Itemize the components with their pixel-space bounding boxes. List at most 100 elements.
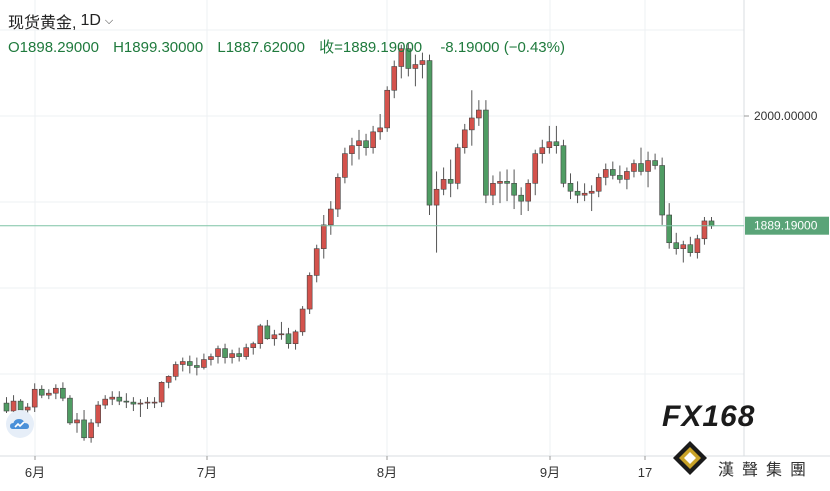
logo-subtitle: 漢聲集團 [718, 462, 815, 479]
candle-body [137, 402, 144, 405]
candle [194, 357, 200, 376]
symbol-name: 现货黄金, [8, 15, 77, 32]
candle-body [567, 183, 574, 192]
candle [447, 159, 454, 198]
candle-body [60, 387, 66, 399]
candle-body [433, 188, 440, 206]
candle [356, 129, 362, 160]
candle [208, 353, 214, 366]
candle-body [24, 406, 31, 411]
candle [525, 179, 532, 212]
candle [137, 399, 144, 417]
candle [560, 139, 567, 188]
candle [483, 100, 489, 204]
candle [581, 183, 588, 202]
candle [88, 418, 94, 443]
candle-body [680, 244, 687, 249]
candle [109, 391, 116, 406]
candle [271, 329, 278, 346]
candle [405, 42, 412, 77]
candle [123, 393, 130, 409]
candle-body [236, 353, 242, 357]
chevron-down-icon[interactable]: ⌵ [104, 14, 114, 27]
candle [165, 375, 172, 389]
candle-body [440, 179, 447, 190]
candle-body [363, 140, 369, 148]
candle-body [179, 361, 186, 365]
candle [95, 401, 101, 427]
candle-body [201, 359, 207, 368]
candle [257, 323, 264, 349]
x-tick-label: 17 [638, 465, 652, 480]
candle-body [17, 400, 24, 411]
interval-label[interactable]: 1D [80, 12, 101, 29]
symbol-title[interactable]: 现货黄金, 1D ⌵ [8, 9, 113, 33]
candle [454, 143, 461, 190]
candle-body [313, 248, 320, 276]
candle-body [327, 208, 334, 226]
x-tick-label: 8月 [377, 465, 397, 480]
candle [81, 410, 87, 441]
candle [306, 272, 313, 314]
candle [215, 345, 221, 364]
candle-body [504, 181, 510, 184]
candle [497, 171, 503, 204]
candle-body [624, 171, 630, 180]
candle [250, 341, 257, 355]
candle [45, 389, 52, 400]
logo-wordmark: FX168 [662, 400, 756, 433]
candle-body [631, 163, 637, 172]
candle-body [349, 145, 355, 154]
candle-body [165, 376, 172, 383]
candle [264, 319, 271, 340]
candle-body [370, 131, 376, 148]
candle-body [74, 419, 80, 424]
candle-body [468, 117, 475, 131]
candle [320, 215, 327, 259]
candle-body [511, 183, 517, 196]
candle-body [377, 127, 383, 133]
candle [201, 353, 207, 370]
candle [617, 165, 623, 184]
candle-body [461, 129, 468, 148]
candle [236, 347, 242, 362]
candle-body [264, 325, 271, 340]
candle [187, 355, 193, 374]
candle-body [652, 160, 658, 166]
candle [652, 153, 658, 170]
candle-body [320, 224, 327, 249]
candle [60, 382, 66, 402]
change-value: -8.19000 (−0.43%) [440, 39, 565, 56]
candle [3, 397, 10, 413]
candle [539, 139, 546, 164]
high-value: H1899.30000 [113, 39, 204, 56]
candle [567, 173, 574, 200]
last-price-label: 1889.19000 [754, 219, 818, 233]
candle-body [151, 401, 158, 404]
cloud-icon[interactable] [6, 410, 34, 438]
candle-body [215, 348, 221, 357]
candle [553, 125, 560, 154]
candle [349, 137, 355, 166]
candle-body [278, 333, 285, 336]
candle-body [45, 392, 52, 396]
candle [342, 147, 348, 184]
candle [74, 413, 80, 433]
candle-body [581, 192, 588, 196]
candle [31, 383, 38, 413]
candle [426, 54, 433, 215]
candle-body [187, 361, 193, 366]
candle [701, 216, 708, 245]
candle-body [518, 194, 524, 202]
candle-body [602, 169, 609, 178]
candle-body [391, 66, 398, 91]
candle [116, 391, 123, 406]
candle-body [412, 64, 419, 69]
candle [292, 329, 299, 350]
candle-body [208, 356, 214, 360]
candle-body [645, 160, 651, 172]
candle-body [454, 147, 461, 184]
candle-body [588, 190, 595, 194]
